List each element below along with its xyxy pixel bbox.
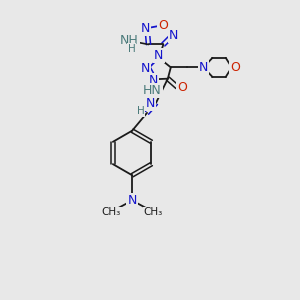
Text: O: O xyxy=(158,19,168,32)
Text: N: N xyxy=(141,62,150,75)
Text: CH₃: CH₃ xyxy=(143,207,163,218)
Text: H: H xyxy=(128,44,135,54)
Text: H: H xyxy=(136,106,144,116)
Text: N: N xyxy=(148,74,158,87)
Text: N: N xyxy=(141,22,150,34)
Text: N: N xyxy=(128,194,137,207)
Text: N: N xyxy=(169,29,178,42)
Text: NH: NH xyxy=(120,34,139,47)
Text: N: N xyxy=(154,49,164,62)
Text: N: N xyxy=(146,97,155,110)
Text: O: O xyxy=(177,81,187,94)
Text: HN: HN xyxy=(143,84,162,97)
Text: CH₃: CH₃ xyxy=(102,207,121,218)
Text: N: N xyxy=(199,61,208,74)
Text: O: O xyxy=(230,61,240,74)
